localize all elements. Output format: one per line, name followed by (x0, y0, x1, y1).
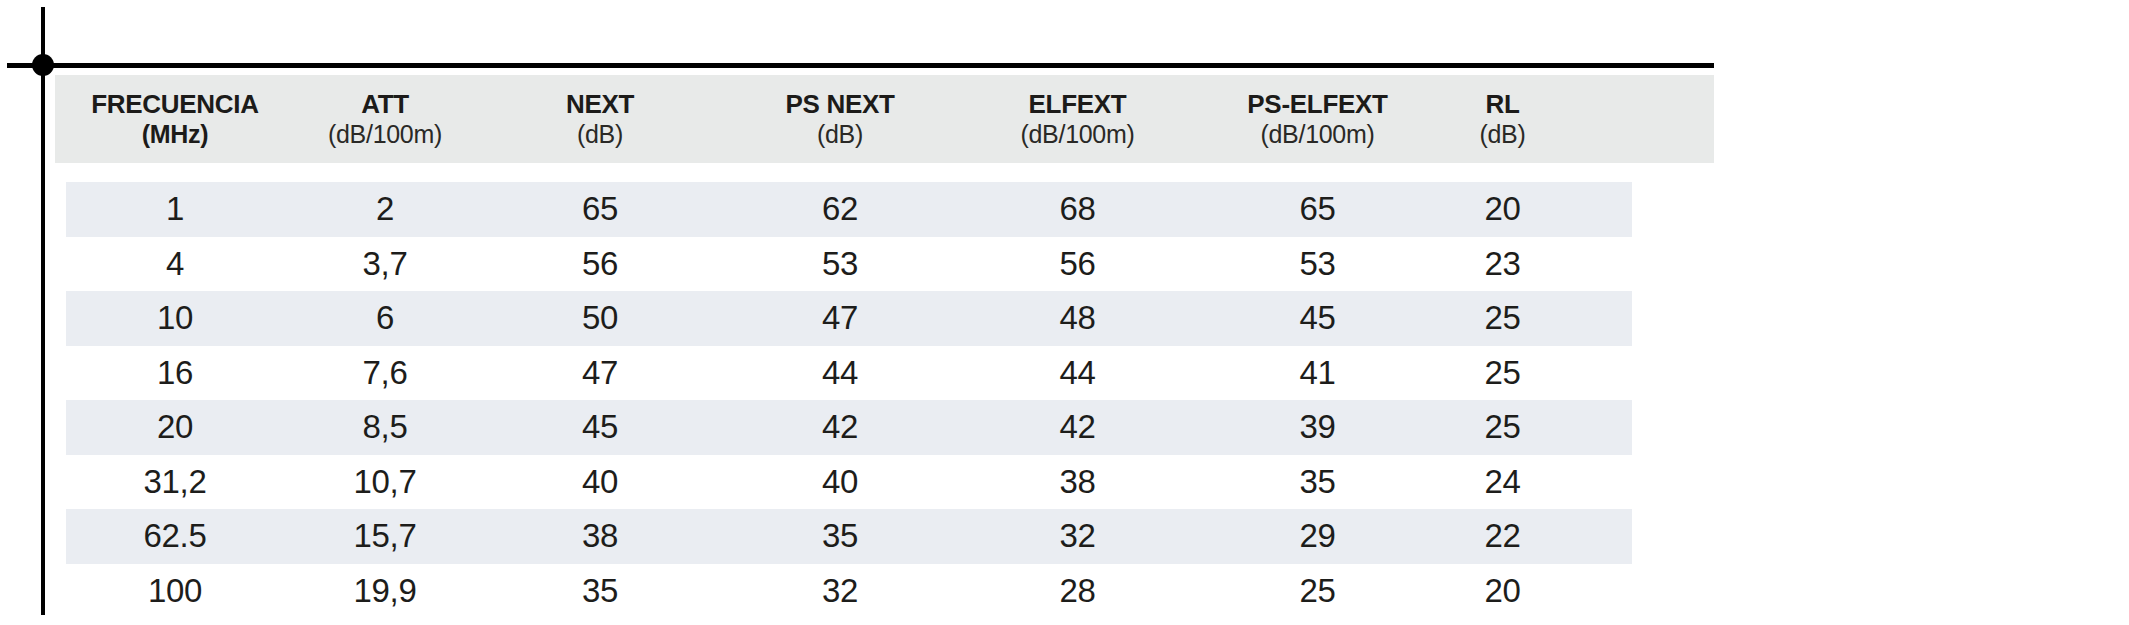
table-header-row: FRECUENCIA(MHz)ATT(dB/100m)NEXT(dB)PS NE… (55, 75, 1714, 163)
header-cell: ELFEXT(dB/100m) (955, 75, 1200, 163)
header-cell: FRECUENCIA(MHz) (55, 75, 295, 163)
table-cell: 31,2 (55, 463, 295, 501)
table-cell: 3,7 (295, 245, 475, 283)
table-row: 126562686520 (55, 182, 1714, 237)
table-cell: 35 (475, 572, 725, 610)
table-row: 62.515,73835322922 (55, 509, 1714, 564)
column-unit: (dB) (475, 120, 725, 150)
table-cell: 39 (1200, 408, 1435, 446)
crop-mark-vertical-line (41, 7, 45, 615)
table-cell: 48 (955, 299, 1200, 337)
table-row: 167,64744444125 (55, 346, 1714, 401)
column-unit: (MHz) (55, 120, 295, 150)
column-label: RL (1435, 89, 1570, 120)
table-cell: 35 (1200, 463, 1435, 501)
table-row: 208,54542423925 (55, 400, 1714, 455)
header-cell: RL(dB) (1435, 75, 1570, 163)
table-cell: 23 (1435, 245, 1570, 283)
header-cell: NEXT(dB) (475, 75, 725, 163)
table-cell: 20 (55, 408, 295, 446)
column-unit: (dB) (725, 120, 955, 150)
table-cell: 56 (475, 245, 725, 283)
table-cell: 62 (725, 190, 955, 228)
table-cell: 10,7 (295, 463, 475, 501)
table-cell: 29 (1200, 517, 1435, 555)
header-cell: PS NEXT(dB) (725, 75, 955, 163)
table-cell: 41 (1200, 354, 1435, 392)
document-page: FRECUENCIA(MHz)ATT(dB/100m)NEXT(dB)PS NE… (0, 0, 2129, 625)
table-cell: 19,9 (295, 572, 475, 610)
table-cell: 47 (725, 299, 955, 337)
table-cell: 50 (475, 299, 725, 337)
table-cell: 20 (1435, 572, 1570, 610)
table-cell: 8,5 (295, 408, 475, 446)
table-cell: 4 (55, 245, 295, 283)
table-cell: 25 (1435, 299, 1570, 337)
table-cell: 45 (1200, 299, 1435, 337)
column-label: NEXT (475, 89, 725, 120)
table-cell: 1 (55, 190, 295, 228)
table-cell: 35 (725, 517, 955, 555)
column-label: PS NEXT (725, 89, 955, 120)
header-cell: ATT(dB/100m) (295, 75, 475, 163)
table-cell: 100 (55, 572, 295, 610)
table-row: 1065047484525 (55, 291, 1714, 346)
column-unit: (dB/100m) (1200, 120, 1435, 150)
table-cell: 24 (1435, 463, 1570, 501)
column-label: FRECUENCIA (55, 89, 295, 120)
table-cell: 53 (1200, 245, 1435, 283)
table-body: 12656268652043,7565356532310650474845251… (55, 182, 1714, 618)
table-cell: 62.5 (55, 517, 295, 555)
column-unit: (dB/100m) (295, 120, 475, 150)
table-cell: 20 (1435, 190, 1570, 228)
table-cell: 42 (725, 408, 955, 446)
table-cell: 42 (955, 408, 1200, 446)
table-cell: 47 (475, 354, 725, 392)
registration-dot (32, 54, 54, 76)
table-cell: 6 (295, 299, 475, 337)
specs-table: FRECUENCIA(MHz)ATT(dB/100m)NEXT(dB)PS NE… (55, 75, 1714, 618)
table-cell: 56 (955, 245, 1200, 283)
table-row: 43,75653565323 (55, 237, 1714, 292)
table-cell: 53 (725, 245, 955, 283)
table-cell: 38 (475, 517, 725, 555)
table-cell: 45 (475, 408, 725, 446)
column-unit: (dB/100m) (955, 120, 1200, 150)
table-cell: 32 (955, 517, 1200, 555)
table-cell: 22 (1435, 517, 1570, 555)
table-cell: 28 (955, 572, 1200, 610)
table-cell: 40 (475, 463, 725, 501)
column-unit: (dB) (1435, 120, 1570, 150)
crop-mark-horizontal-line (7, 63, 1714, 68)
table-cell: 40 (725, 463, 955, 501)
table-cell: 25 (1200, 572, 1435, 610)
table-cell: 15,7 (295, 517, 475, 555)
table-cell: 44 (725, 354, 955, 392)
column-label: ATT (295, 89, 475, 120)
table-cell: 32 (725, 572, 955, 610)
table-row: 10019,93532282520 (55, 564, 1714, 619)
table-cell: 25 (1435, 408, 1570, 446)
table-row: 31,210,74040383524 (55, 455, 1714, 510)
table-cell: 7,6 (295, 354, 475, 392)
table-cell: 38 (955, 463, 1200, 501)
column-label: PS-ELFEXT (1200, 89, 1435, 120)
header-cell: PS-ELFEXT(dB/100m) (1200, 75, 1435, 163)
table-cell: 68 (955, 190, 1200, 228)
column-label: ELFEXT (955, 89, 1200, 120)
table-cell: 16 (55, 354, 295, 392)
table-cell: 65 (1200, 190, 1435, 228)
table-cell: 10 (55, 299, 295, 337)
table-cell: 44 (955, 354, 1200, 392)
table-cell: 25 (1435, 354, 1570, 392)
table-cell: 2 (295, 190, 475, 228)
table-cell: 65 (475, 190, 725, 228)
